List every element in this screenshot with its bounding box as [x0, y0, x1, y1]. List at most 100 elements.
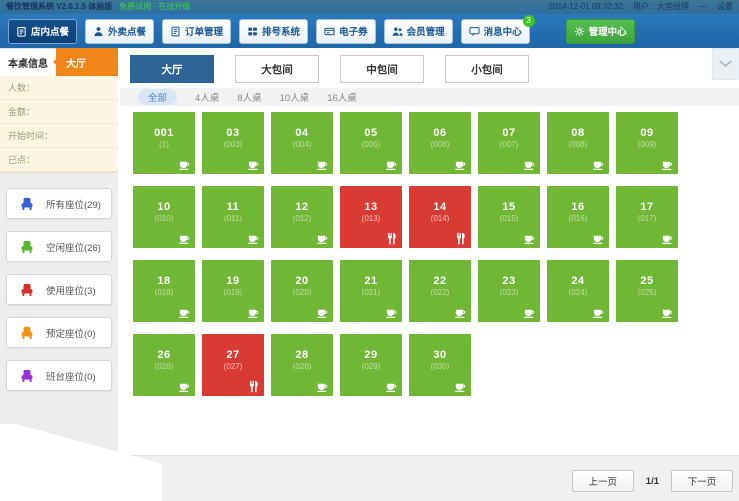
nav-label: 店内点餐 — [31, 27, 70, 38]
chat-icon — [469, 26, 480, 37]
table-code: (006) — [430, 140, 450, 149]
table-tile-28[interactable]: 28 (028) — [271, 334, 333, 396]
table-code: (005) — [361, 140, 381, 149]
datetime-label: 2014-12-01 09:32:32 — [548, 2, 623, 11]
minimize-button[interactable]: — — [699, 2, 707, 11]
table-tile-001[interactable]: 001 (1) — [133, 112, 195, 174]
room-tab-hall[interactable]: 大厅 — [130, 55, 214, 83]
seat-filter-free[interactable]: 空闲座位(26) — [6, 231, 112, 262]
capacity-filter-4[interactable]: 4人桌 — [195, 93, 220, 104]
tab-current-hall[interactable]: 大厅 — [53, 48, 118, 76]
table-tile-15[interactable]: 15 (015) — [478, 186, 540, 248]
capacity-filter-10[interactable]: 10人桌 — [279, 93, 310, 104]
teacup-icon — [454, 306, 467, 319]
table-tile-18[interactable]: 18 (018) — [133, 260, 195, 322]
table-tile-16[interactable]: 16 (016) — [547, 186, 609, 248]
tab-table-info[interactable]: 本桌信息 — [0, 48, 56, 76]
table-tile-23[interactable]: 23 (023) — [478, 260, 540, 322]
table-tile-11[interactable]: 11 (011) — [202, 186, 264, 248]
table-info-panel: 人数： 金额： 开始时间： 已点： — [0, 76, 118, 173]
table-tile-13[interactable]: 13 (013) — [340, 186, 402, 248]
teacup-icon — [385, 306, 398, 319]
nav-button-queue[interactable]: 排号系统 — [239, 18, 309, 44]
teacup-icon — [523, 158, 536, 171]
table-number: 27 — [226, 349, 240, 361]
table-code: (029) — [361, 362, 381, 371]
room-tab-medium-room[interactable]: 中包间 — [340, 55, 424, 83]
table-tile-12[interactable]: 12 (012) — [271, 186, 333, 248]
table-tile-30[interactable]: 30 (030) — [409, 334, 471, 396]
ticket-icon — [247, 26, 258, 37]
titlebar: 餐饮管理系统 V2.0.1.5 体验版 免费试用 · 在线升级 2014-12-… — [0, 0, 739, 14]
nav-button-orders[interactable]: 订单管理 — [162, 18, 232, 44]
nav-button-messages[interactable]: 消息中心 3 — [460, 14, 535, 44]
table-number: 15 — [502, 201, 516, 213]
table-tile-29[interactable]: 29 (029) — [340, 334, 402, 396]
table-tile-09[interactable]: 09 (009) — [616, 112, 678, 174]
collapse-button[interactable] — [712, 48, 739, 80]
table-code: (015) — [499, 214, 519, 223]
capacity-filter-16[interactable]: 16人桌 — [327, 93, 357, 104]
room-tab-large-room[interactable]: 大包间 — [235, 55, 319, 83]
nav-button-takeout[interactable]: 外卖点餐 — [85, 18, 155, 44]
table-tile-03[interactable]: 03 (003) — [202, 112, 264, 174]
table-tile-04[interactable]: 04 (004) — [271, 112, 333, 174]
table-code: (028) — [292, 362, 312, 371]
table-tile-14[interactable]: 14 (014) — [409, 186, 471, 248]
sidebar: 本桌信息 大厅 人数： 金额： 开始时间： 已点： — [0, 48, 118, 455]
table-number: 21 — [364, 275, 378, 287]
table-tile-25[interactable]: 25 (025) — [616, 260, 678, 322]
table-number: 20 — [295, 275, 309, 287]
seat-filter-used[interactable]: 使用座位(3) — [6, 274, 112, 305]
nav-button-coupons[interactable]: 电子券 — [316, 18, 376, 44]
table-tile-20[interactable]: 20 (020) — [271, 260, 333, 322]
teacup-icon — [178, 232, 191, 245]
teacup-icon — [178, 306, 191, 319]
teacup-icon — [178, 158, 191, 171]
room-tab-label: 大包间 — [261, 63, 293, 76]
table-tile-22[interactable]: 22 (022) — [409, 260, 471, 322]
nav-button-members[interactable]: 会员管理 — [383, 18, 453, 44]
seat-filter-reserved[interactable]: 预定座位(0) — [6, 317, 112, 348]
utensils-icon — [454, 232, 467, 245]
table-tile-10[interactable]: 10 (010) — [133, 186, 195, 248]
nav-button-dine-in[interactable]: 店内点餐 — [8, 18, 78, 44]
teacup-icon — [592, 306, 605, 319]
prev-page-button[interactable]: 上一页 — [571, 470, 634, 492]
table-tile-21[interactable]: 21 (021) — [340, 260, 402, 322]
table-tile-17[interactable]: 17 (017) — [616, 186, 678, 248]
table-tile-19[interactable]: 19 (019) — [202, 260, 264, 322]
table-number: 29 — [364, 349, 378, 361]
next-page-button[interactable]: 下一页 — [671, 470, 733, 492]
seat-filter-shift[interactable]: 班台座位(0) — [6, 360, 112, 391]
document-icon — [170, 26, 181, 37]
table-number: 05 — [364, 127, 378, 139]
teacup-icon — [661, 158, 674, 171]
seat-filter-all[interactable]: 所有座位(29) — [6, 188, 112, 219]
table-code: (019) — [223, 288, 243, 297]
table-number: 17 — [640, 201, 654, 213]
chair-icon — [20, 326, 34, 340]
table-code: (024) — [568, 288, 588, 297]
table-tile-05[interactable]: 05 (005) — [340, 112, 402, 174]
table-tile-06[interactable]: 06 (006) — [409, 112, 471, 174]
table-code: (023) — [499, 288, 519, 297]
capacity-filter-8[interactable]: 8人桌 — [237, 93, 262, 104]
titlebar-promo-link[interactable]: 免费试用 · 在线升级 — [119, 2, 191, 11]
table-tile-07[interactable]: 07 (007) — [478, 112, 540, 174]
table-tile-27[interactable]: 27 (027) — [202, 334, 264, 396]
nav-button-admin-center[interactable]: 管理中心 — [565, 18, 635, 44]
seat-filter-label: 使用座位(3) — [46, 285, 96, 297]
table-number: 22 — [433, 275, 447, 287]
table-number: 25 — [640, 275, 654, 287]
settings-link[interactable]: 设置 — [717, 2, 733, 11]
table-tile-08[interactable]: 08 (008) — [547, 112, 609, 174]
card-icon — [324, 26, 335, 37]
table-number: 04 — [295, 127, 309, 139]
message-count-badge: 3 — [522, 14, 535, 27]
table-tile-26[interactable]: 26 (026) — [133, 334, 195, 396]
table-tile-24[interactable]: 24 (024) — [547, 260, 609, 322]
info-field-label: 人数： — [8, 83, 36, 93]
capacity-filter-all[interactable]: 全部 — [138, 89, 178, 105]
room-tab-small-room[interactable]: 小包间 — [445, 55, 529, 83]
